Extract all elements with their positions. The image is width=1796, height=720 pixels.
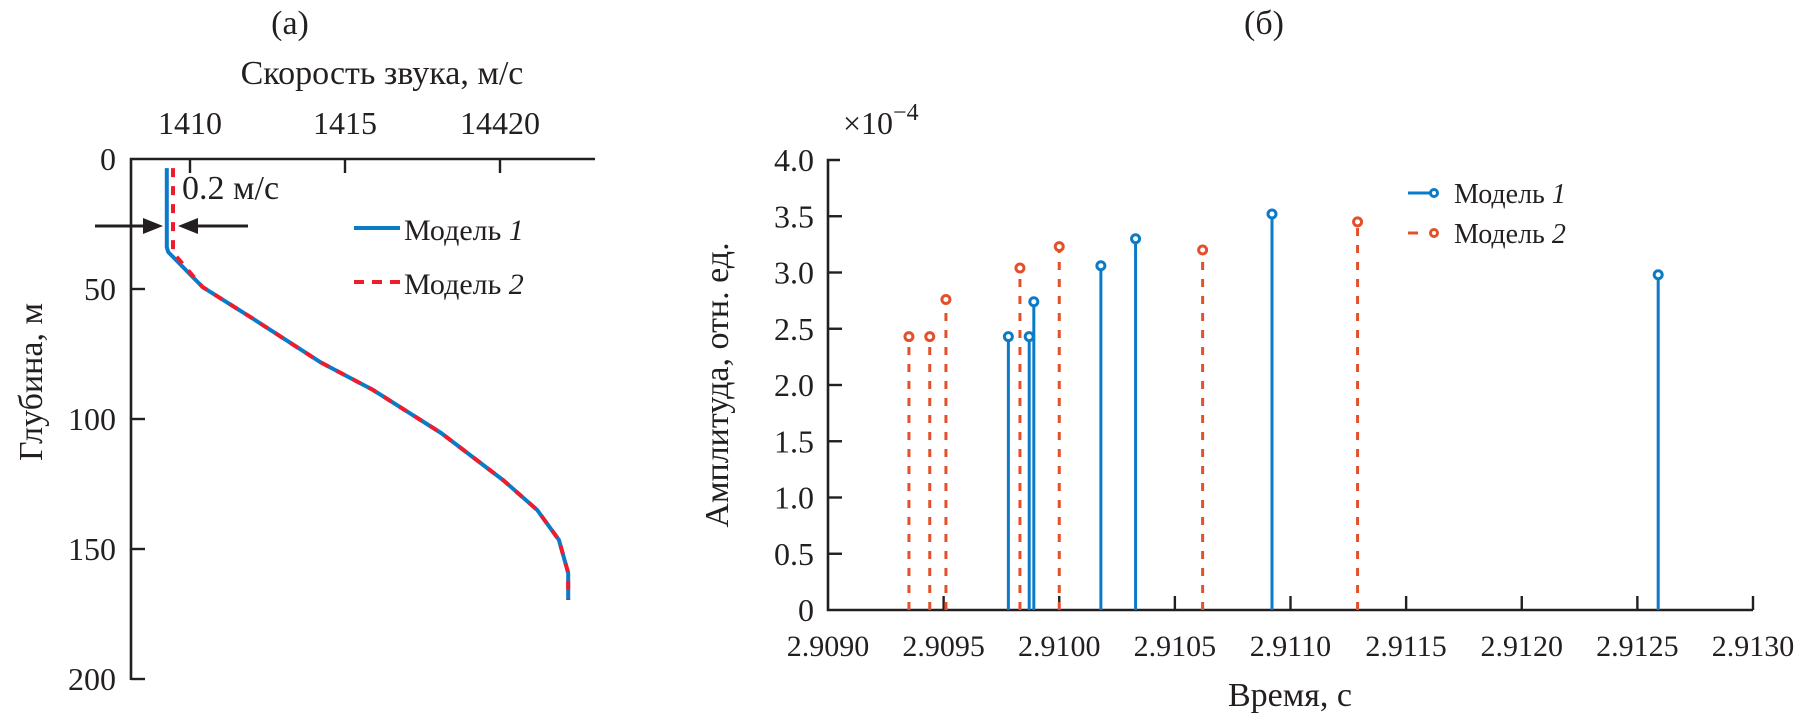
y-tick-label: 200 (68, 661, 116, 697)
panel-a-series (164, 168, 571, 600)
legend-label-model-1: Модель 1 (404, 214, 524, 247)
speed-difference-annotation: 0.2 м/с (95, 170, 279, 234)
y-tick-label: 2.0 (774, 367, 814, 403)
stem-marker (1014, 262, 1026, 274)
y-tick-label: 100 (68, 401, 116, 437)
series-model-1-stems (1002, 208, 1664, 610)
y-tick-label: 50 (84, 271, 116, 307)
x-tick-label: 2.9125 (1596, 630, 1679, 663)
x-tick-label: 2.9095 (902, 630, 985, 663)
y-tick-label: 0 (100, 141, 116, 177)
stem-marker (1130, 233, 1142, 245)
stem-marker (1352, 216, 1364, 228)
stem-marker (924, 331, 936, 343)
panel-b-label: (б) (1244, 5, 1284, 42)
panel-a-label: (a) (271, 5, 309, 42)
panel-b-ticks: 0 0.5 1.0 1.5 2.0 2.5 3.0 3.5 4.0 2.9090 2.9095 2.9… (774, 142, 1794, 663)
panel-b-axis-lines (826, 158, 1753, 612)
x-tick-label: 1415 (313, 105, 377, 141)
panel-b-series (903, 208, 1664, 610)
x-tick-label: 2.9115 (1365, 630, 1446, 663)
x-tick-label: 14420 (460, 105, 540, 141)
legend-marker-model-2 (1429, 228, 1439, 238)
stem-marker (1023, 331, 1035, 343)
right-pointing-arrowhead-icon (143, 218, 163, 234)
stem-marker (1053, 241, 1065, 253)
series-model-2-stems (903, 216, 1364, 610)
legend-label-model-2: Модель 2 (1454, 219, 1566, 250)
stem-marker (1002, 331, 1014, 343)
y-tick-label: 3.5 (774, 198, 814, 234)
legend-marker-model-1 (1429, 188, 1439, 198)
panel-a-axis-lines (129, 157, 595, 680)
panel-b-x-axis-title: Время, с (1228, 677, 1352, 714)
panel-a-ticks: 1410 1415 14420 0 50 100 150 200 (68, 105, 540, 697)
y-tick-label: 0 (798, 592, 814, 628)
panel-a-axes (129, 157, 595, 680)
y-tick-label: 4.0 (774, 142, 814, 178)
x-tick-label: 2.9120 (1481, 630, 1564, 663)
panel-b-legend: Модель 1 Модель 2 (1408, 179, 1566, 250)
stem-marker (1266, 208, 1278, 220)
panel-a-y-axis-title: Глубина, м (13, 303, 50, 461)
x-tick-label: 2.9090 (787, 630, 870, 663)
panel-b-axes (826, 158, 1753, 612)
y-tick-label: 150 (68, 531, 116, 567)
y-tick-label: 0.5 (774, 536, 814, 572)
y-multiplier-label: ×10−4 (843, 100, 919, 141)
x-tick-label: 2.9130 (1712, 630, 1795, 663)
legend-label-model-2: Модель 2 (404, 268, 524, 301)
stem-marker (1095, 260, 1107, 272)
stem-marker (1652, 269, 1664, 281)
stem-marker (903, 331, 915, 343)
speed-difference-label: 0.2 м/с (182, 170, 279, 207)
y-tick-label: 1.5 (774, 423, 814, 459)
stem-marker (1028, 296, 1040, 308)
x-tick-label: 2.9100 (1018, 630, 1101, 663)
y-tick-label: 3.0 (774, 255, 814, 291)
panel-a-legend: Модель 1 Модель 2 (354, 214, 524, 301)
x-tick-label: 2.9105 (1134, 630, 1217, 663)
panel-a-sound-speed-profile: (a) Скорость звука, м/с Глубина, м 1410 1… (13, 5, 595, 697)
panel-a-x-axis-title: Скорость звука, м/с (241, 55, 524, 92)
left-pointing-arrowhead-icon (178, 218, 198, 234)
stem-marker (1197, 244, 1209, 256)
panel-b-arrival-amplitudes: (б) ×10−4 Амплитуда, отн. ед. Время, с 0… (699, 5, 1794, 714)
legend-label-model-1: Модель 1 (1454, 179, 1566, 210)
panel-b-y-axis-title: Амплитуда, отн. ед. (699, 242, 736, 527)
x-tick-label: 1410 (158, 105, 222, 141)
y-tick-label: 2.5 (774, 311, 814, 347)
x-tick-label: 2.9110 (1250, 630, 1331, 663)
stem-marker (940, 294, 952, 305)
y-tick-label: 1.0 (774, 480, 814, 516)
